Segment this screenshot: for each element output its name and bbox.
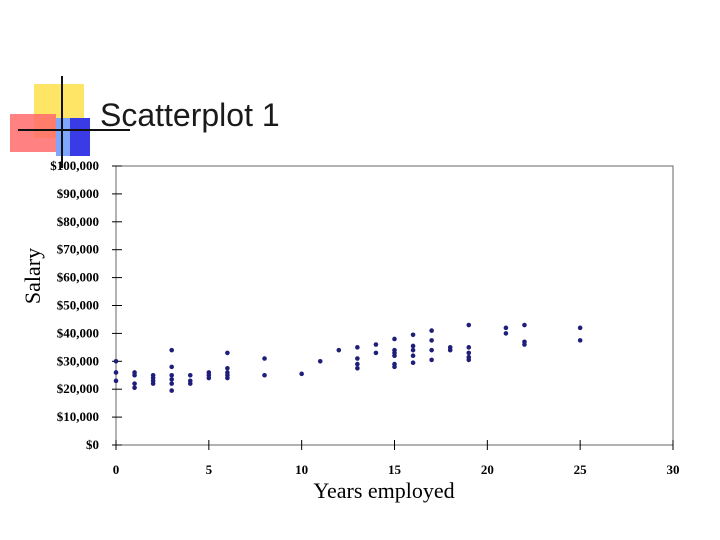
x-tick-label: 25	[574, 462, 588, 477]
y-tick-label: $20,000	[57, 381, 99, 396]
scatter-point	[466, 345, 472, 350]
scatter-point	[392, 353, 397, 359]
scatter-point	[336, 347, 342, 353]
scatter-point	[355, 356, 360, 361]
y-tick-label: $30,000	[57, 353, 99, 368]
y-tick-label: $60,000	[57, 270, 99, 285]
scatter-point	[447, 347, 453, 353]
scatter-point	[132, 381, 137, 386]
y-tick-label: $50,000	[57, 298, 99, 313]
scatter-point	[225, 350, 230, 356]
scatter-point	[373, 342, 379, 347]
scatter-point	[373, 350, 379, 356]
scatter-point	[169, 377, 174, 382]
scatter-point	[429, 347, 434, 353]
y-tick-label: $100,000	[50, 158, 99, 173]
scatter-point	[299, 371, 304, 377]
scatter-point	[187, 381, 193, 386]
scatter-point	[355, 365, 360, 371]
scatter-point	[577, 338, 583, 343]
scatter-point	[132, 372, 137, 378]
scatter-point	[187, 372, 193, 378]
scatter-point	[392, 364, 397, 370]
scatter-point	[410, 347, 416, 353]
scatter-point	[503, 331, 509, 336]
scatter-point	[113, 378, 119, 384]
scatter-point	[466, 357, 472, 363]
scatter-point	[522, 342, 527, 347]
y-axis: $0 $10,000 $20,000 $30,000 $40,000 $50,000 $60…	[50, 158, 122, 452]
scatter-point	[317, 359, 323, 364]
scatter-points	[113, 322, 583, 393]
scatter-point	[225, 365, 230, 371]
scatter-point	[577, 325, 583, 331]
scatter-point	[262, 356, 267, 361]
scatter-point	[410, 332, 416, 338]
slide-title: Scatterplot 1	[100, 97, 280, 133]
x-tick-label: 5	[206, 462, 213, 477]
scatter-point	[522, 322, 527, 328]
scatter-point	[169, 388, 174, 393]
deco-red-square	[10, 114, 56, 152]
corner-decoration	[10, 76, 130, 168]
scatter-point	[262, 372, 267, 378]
scatter-point	[410, 343, 416, 349]
scatter-point	[169, 381, 174, 386]
y-tick-label: $0	[86, 437, 99, 452]
scatter-point	[169, 372, 174, 378]
x-tick-label: 20	[481, 462, 494, 477]
x-tick-label: 30	[667, 462, 680, 477]
scatter-point	[429, 357, 434, 363]
y-tick-label: $40,000	[57, 325, 99, 340]
y-tick-label: $80,000	[57, 214, 99, 229]
x-axis: 0 5 10 15 20 25 30	[113, 440, 680, 477]
x-tick-label: 10	[295, 462, 308, 477]
scatter-point	[429, 338, 434, 343]
scatter-point	[466, 350, 472, 356]
scatter-point	[410, 360, 416, 365]
scatter-point	[113, 359, 119, 364]
scatter-point	[355, 345, 360, 350]
y-tick-label: $70,000	[57, 242, 99, 257]
scatter-point	[132, 385, 137, 391]
scatter-point	[392, 336, 397, 342]
x-tick-label: 15	[388, 462, 402, 477]
scatter-point	[429, 328, 434, 333]
scatter-point	[503, 325, 509, 331]
x-tick-label: 0	[113, 462, 120, 477]
scatter-point	[410, 353, 416, 359]
y-axis-title: Salary	[20, 248, 45, 304]
y-tick-label: $10,000	[57, 409, 99, 424]
scatter-point	[169, 364, 174, 370]
y-tick-label: $90,000	[57, 186, 99, 201]
scatter-point	[113, 370, 119, 375]
plot-area	[115, 165, 674, 446]
scatter-point	[466, 322, 472, 328]
scatter-point	[225, 375, 230, 381]
x-axis-title: Years employed	[313, 478, 454, 503]
scatter-point	[169, 347, 174, 353]
scatter-point	[206, 375, 212, 381]
scatter-point	[355, 361, 360, 367]
scatter-point	[150, 381, 156, 386]
